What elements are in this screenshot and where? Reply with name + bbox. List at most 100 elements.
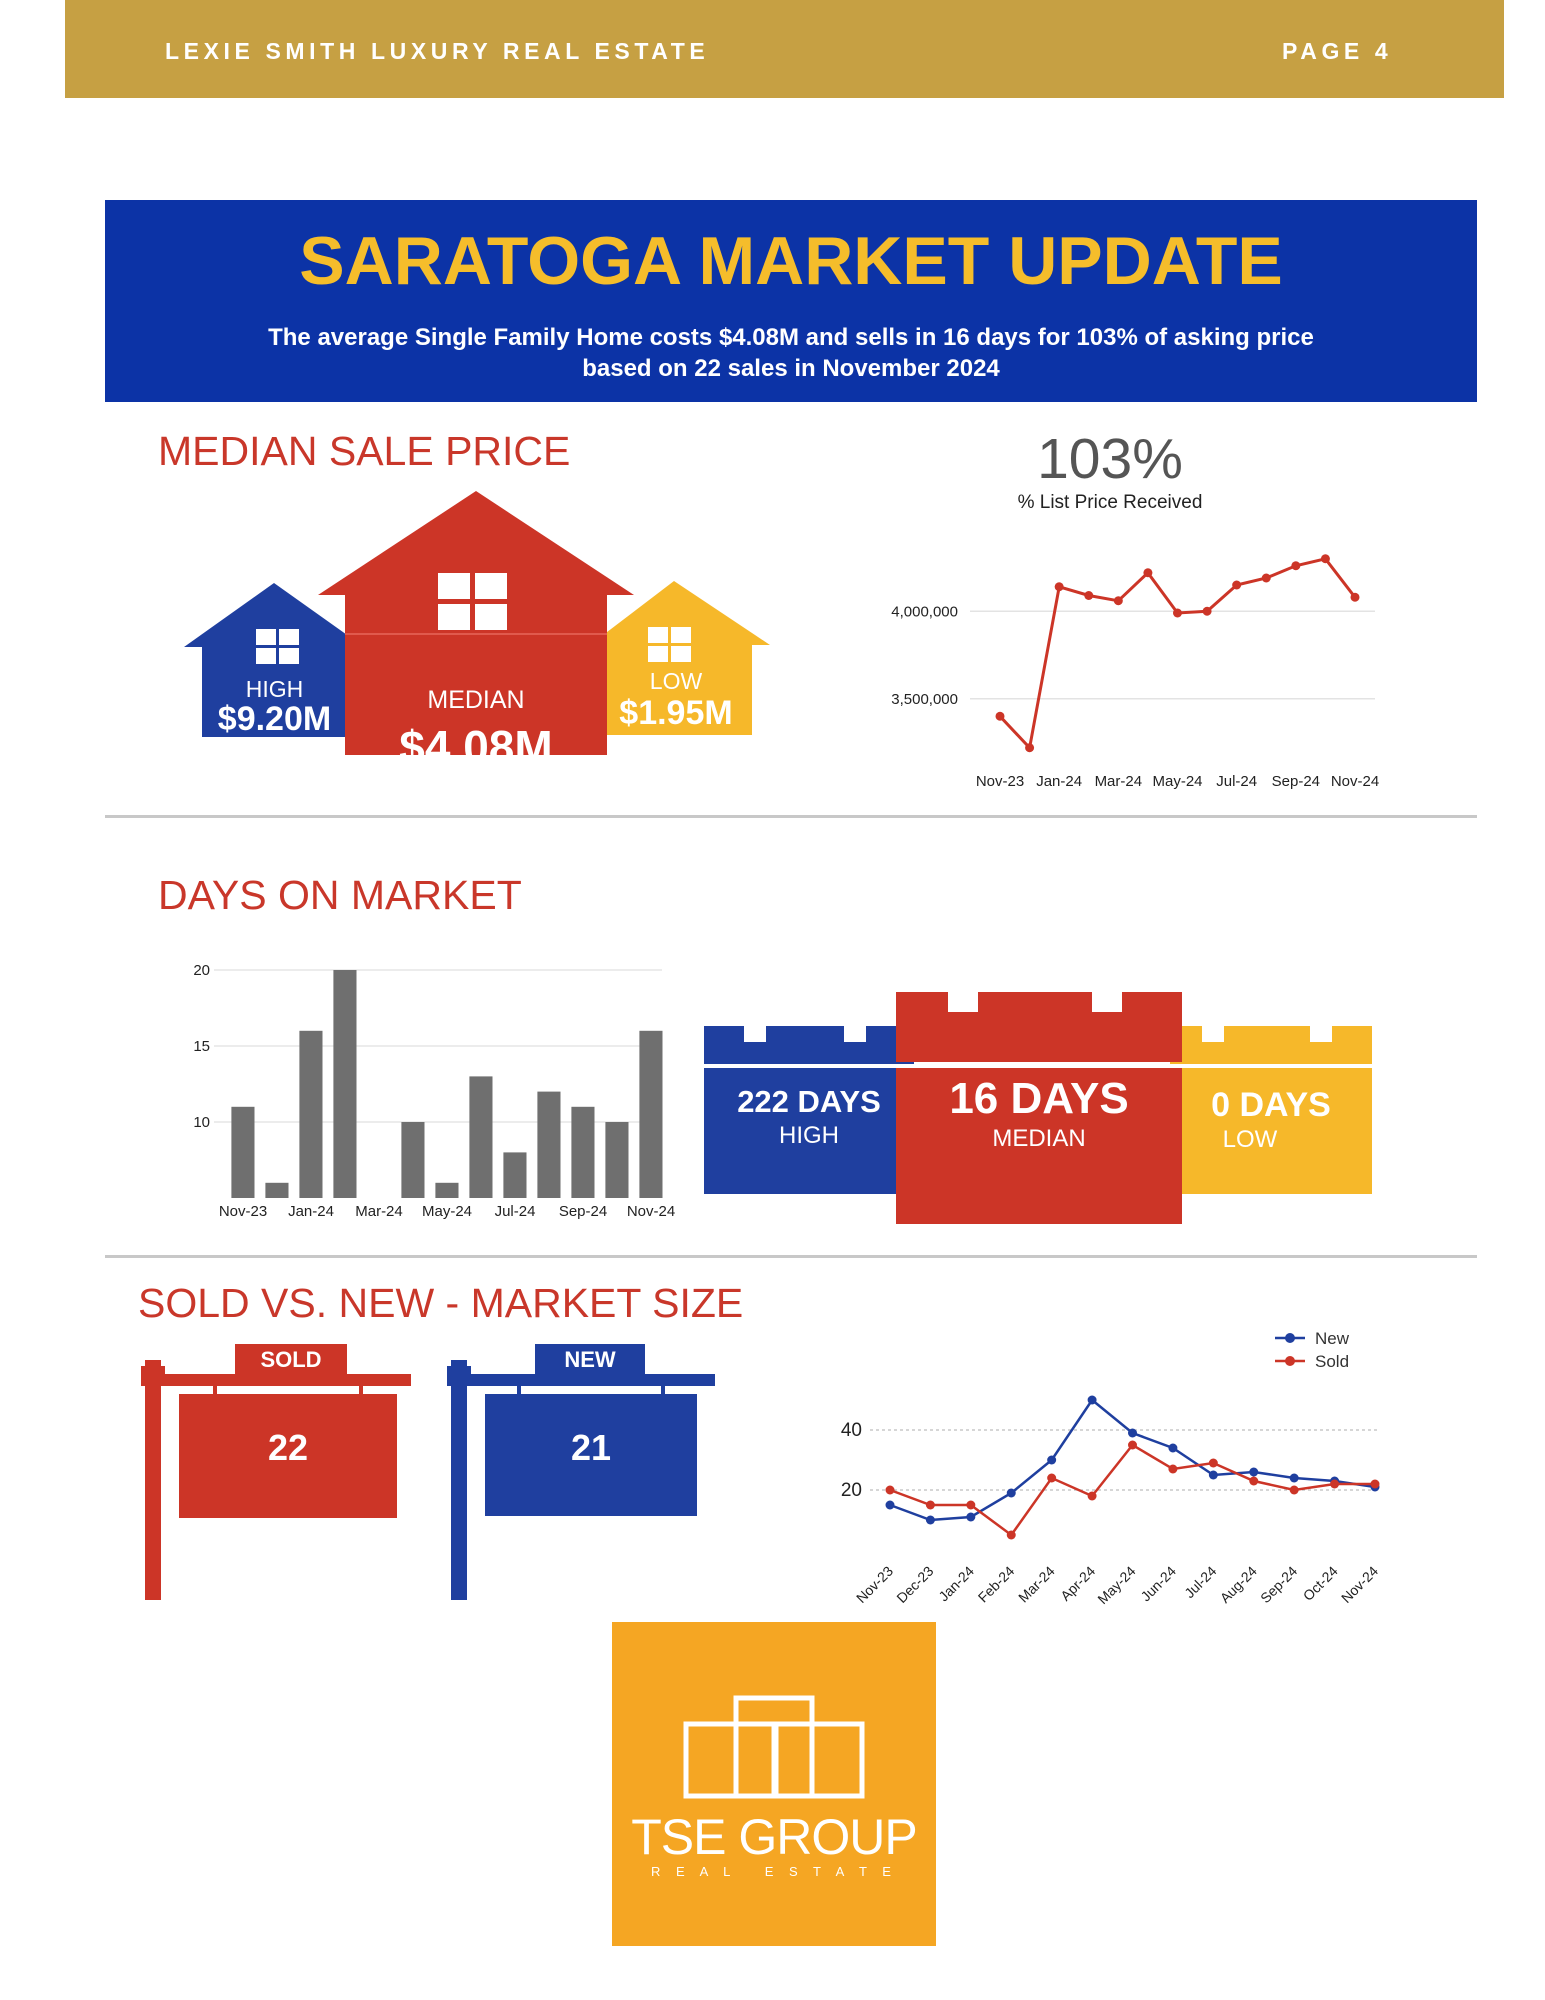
dom-x-tick: Mar-24 — [355, 1203, 403, 1220]
sn-point-sold — [1208, 1458, 1218, 1468]
price-series-line — [998, 557, 1357, 751]
price-point — [1084, 591, 1094, 600]
days-on-market-bar-chart: 20 15 10 Nov-23 Jan-24 Mar-24 May-24 Jul-24 Sep-… — [193, 962, 675, 1220]
dom-high-value: 222 DAYS — [737, 1084, 881, 1119]
price-x-tick: May-24 — [1152, 773, 1202, 790]
sn-point-sold — [1128, 1440, 1137, 1450]
price-y-tick: 4,000,000 — [891, 603, 958, 620]
dom-bar — [401, 1122, 425, 1198]
dom-low-value: 0 DAYS — [1211, 1086, 1331, 1124]
dom-bar — [469, 1076, 493, 1198]
sn-point-new — [1208, 1470, 1218, 1480]
sn-x-tick: Aug-24 — [1217, 1563, 1260, 1606]
median-price-label: MEDIAN — [427, 686, 525, 714]
dom-high-label: HIGH — [779, 1122, 839, 1149]
price-point — [1054, 582, 1064, 592]
sn-point-new — [1128, 1428, 1137, 1438]
dom-median-label: MEDIAN — [992, 1125, 1086, 1152]
sn-x-tick: Nov-23 — [853, 1563, 896, 1606]
high-house-roof — [184, 583, 364, 647]
sn-y-tick: 20 — [841, 1480, 862, 1501]
list-price-pct: 103% — [1037, 427, 1183, 491]
subtitle-line-1: The average Single Family Home costs $4.… — [268, 324, 1314, 351]
sn-point-new — [1047, 1455, 1057, 1465]
dom-bar — [571, 1106, 595, 1198]
price-point — [1261, 573, 1271, 583]
median-calendar-body — [896, 1068, 1182, 1224]
sn-x-tick: Dec-23 — [893, 1563, 936, 1606]
price-point — [1173, 608, 1182, 618]
low-house-roof — [590, 581, 770, 645]
logo-name: TSE GROUP — [631, 1809, 917, 1865]
sn-point-new — [1289, 1473, 1299, 1483]
dom-x-tick: Sep-24 — [559, 1203, 607, 1220]
sn-point-new — [1006, 1488, 1016, 1498]
sn-legend-marker — [1285, 1356, 1295, 1366]
sold-new-signs — [141, 1344, 715, 1600]
sn-x-tick: Nov-24 — [1338, 1563, 1381, 1606]
sn-point-sold — [1168, 1464, 1178, 1474]
sn-point-sold — [1330, 1479, 1340, 1489]
list-price-caption: % List Price Received — [1017, 492, 1203, 513]
page-title: SARATOGA MARKET UPDATE — [299, 223, 1283, 299]
section-divider-2 — [105, 1255, 1477, 1258]
sn-point-sold — [925, 1500, 935, 1510]
sn-legend-marker — [1285, 1333, 1295, 1343]
price-point — [1232, 580, 1242, 590]
sn-point-sold — [1087, 1491, 1097, 1501]
price-point — [1320, 554, 1330, 564]
low-calendar-top — [1170, 1026, 1372, 1064]
low-price-label: LOW — [649, 668, 703, 694]
new-value: 21 — [570, 1427, 612, 1468]
dom-bar — [639, 1030, 663, 1198]
dom-bar — [299, 1030, 323, 1198]
subtitle-line-2: based on 22 sales in November 2024 — [582, 355, 1000, 382]
median-price-line-chart: 4,000,000 3,500,000 Nov-23 Jan-24 Mar-24 May-… — [891, 554, 1379, 790]
sn-x-tick: Apr-24 — [1057, 1563, 1098, 1604]
price-houses — [184, 491, 770, 755]
section-divider-1 — [105, 815, 1477, 818]
sn-point-new — [885, 1500, 895, 1510]
dom-bar — [605, 1122, 629, 1198]
sold-value: 22 — [267, 1427, 309, 1468]
dom-bar — [503, 1152, 527, 1198]
price-point — [1025, 743, 1035, 753]
sn-x-tick: Jun-24 — [1137, 1563, 1179, 1605]
logo-tagline: R E A L E S T A T E — [651, 1864, 897, 1879]
dom-median-value: 16 DAYS — [949, 1074, 1129, 1123]
dom-bar — [435, 1182, 459, 1198]
sn-x-tick: Jul-24 — [1181, 1563, 1219, 1601]
page-subtitle: The average Single Family Home costs $4.… — [105, 322, 1477, 384]
sn-x-tick: Oct-24 — [1300, 1563, 1341, 1604]
sn-point-new — [1168, 1443, 1178, 1453]
median-calendar-top — [896, 992, 1182, 1062]
dom-y-tick: 20 — [193, 962, 210, 979]
new-label: NEW — [564, 1347, 616, 1372]
price-point — [1113, 596, 1123, 606]
tse-logo-mark — [683, 1695, 865, 1799]
dom-x-tick: Jul-24 — [495, 1203, 536, 1220]
dom-y-tick: 10 — [193, 1114, 210, 1131]
title-banner — [105, 200, 1477, 402]
dom-x-tick: Jan-24 — [288, 1203, 334, 1220]
sn-point-sold — [885, 1485, 895, 1495]
sn-x-tick: Jan-24 — [935, 1563, 977, 1605]
price-x-tick: Mar-24 — [1095, 773, 1143, 790]
price-x-tick: Nov-24 — [1331, 773, 1379, 790]
median-price-value: $4.08M — [399, 721, 553, 773]
price-x-tick: Jan-24 — [1036, 773, 1082, 790]
price-x-tick: Jul-24 — [1216, 773, 1257, 790]
sn-point-sold — [1006, 1530, 1016, 1540]
dom-x-tick: May-24 — [422, 1203, 472, 1220]
sold-vs-new-title: SOLD VS. NEW - MARKET SIZE — [138, 1280, 744, 1326]
sn-x-tick: Sep-24 — [1257, 1563, 1300, 1606]
sn-point-sold — [1047, 1473, 1057, 1483]
high-house-window — [256, 629, 299, 664]
page-number: PAGE 4 — [1282, 38, 1393, 64]
median-house-window — [438, 573, 507, 630]
sn-legend-label: Sold — [1315, 1352, 1349, 1371]
sn-series-line-new — [889, 1398, 1376, 1522]
days-on-market-title: DAYS ON MARKET — [158, 872, 522, 918]
low-calendar-body — [1170, 1068, 1372, 1194]
